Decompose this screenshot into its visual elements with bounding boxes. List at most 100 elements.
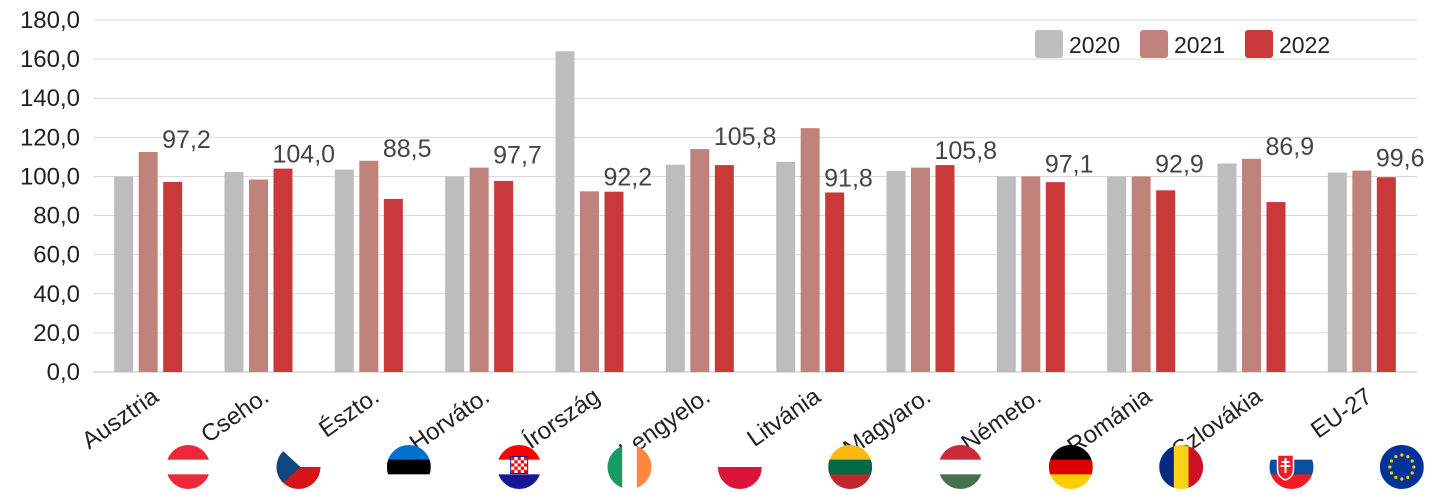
bar-2020	[555, 51, 575, 373]
bar-2020	[776, 161, 796, 372]
bar-2021	[690, 149, 710, 372]
y-tick-label: 40,0	[33, 281, 80, 308]
bar-2022	[273, 168, 293, 372]
bar-group	[996, 176, 1065, 372]
legend-label: 2022	[1279, 32, 1330, 58]
bar-2022	[604, 191, 624, 372]
data-label: 92,9	[1155, 150, 1204, 178]
bar-2021	[911, 167, 930, 372]
x-tick-label: Németo.	[956, 383, 1046, 457]
bar-2022	[163, 181, 183, 372]
data-label: 92,2	[604, 164, 653, 192]
flag-czechia-icon	[276, 445, 321, 489]
bar-2022	[1376, 177, 1396, 372]
bar-2020	[886, 170, 906, 372]
bar-2021	[249, 179, 268, 372]
flag-ireland-icon	[607, 445, 652, 489]
bar-2021	[1131, 176, 1151, 372]
y-tick-label: 80,0	[33, 203, 80, 230]
bar-2021	[1352, 170, 1372, 372]
flag-croatia-icon	[497, 445, 542, 489]
flag-romania-icon	[1159, 445, 1204, 489]
bar-group	[886, 165, 955, 372]
gridlines	[93, 19, 1417, 373]
y-tick-label: 100,0	[20, 163, 80, 190]
legend-swatch	[1035, 30, 1063, 58]
flag-hungary-icon	[938, 445, 983, 489]
bar-2022	[383, 198, 403, 372]
bar-group	[445, 167, 514, 372]
bar-group	[776, 128, 845, 372]
y-tick-label: 0,0	[47, 359, 80, 386]
legend-item-2021: 2021	[1140, 30, 1225, 58]
legend-label: 2021	[1174, 32, 1225, 58]
x-tick-label: EU-27	[1306, 383, 1377, 444]
bars	[114, 51, 1396, 373]
data-label: 104,0	[273, 141, 336, 169]
bar-2021	[469, 167, 489, 372]
bar-group	[334, 160, 403, 372]
flag-germany-icon	[1048, 445, 1093, 489]
bar-2021	[800, 128, 820, 372]
bar-group	[1327, 170, 1396, 372]
bar-2021	[1242, 158, 1261, 372]
bar-2022	[714, 165, 734, 372]
legend-label: 2020	[1069, 32, 1120, 58]
bar-group	[224, 168, 293, 372]
flag-slovakia-icon	[1269, 445, 1314, 489]
data-label: 97,2	[162, 126, 211, 154]
bar-2021	[580, 191, 599, 372]
y-tick-label: 180,0	[20, 7, 80, 34]
bar-group	[555, 51, 624, 373]
bar-2022	[494, 180, 514, 372]
bar-2021	[138, 152, 158, 372]
bar-2022	[825, 192, 845, 372]
bar-2021	[359, 160, 379, 372]
legend-item-2022: 2022	[1245, 30, 1330, 58]
y-axis: 0,0 20,0 40,0 60,0 80,0 100,0 120,0 140,0 160,0 1…	[20, 7, 80, 386]
x-tick-label: Litvánia	[742, 382, 826, 452]
bar-2020	[445, 176, 465, 372]
bar-2020	[334, 169, 354, 372]
flag-lithuania-icon	[828, 445, 873, 489]
bar-2022	[1045, 182, 1065, 372]
bar-group	[1217, 158, 1286, 372]
flag-poland-icon	[717, 445, 762, 489]
bar-2022	[1266, 202, 1286, 372]
x-tick-label: Észto.	[314, 383, 384, 443]
data-label: 97,7	[493, 142, 542, 170]
bar-2020	[1327, 172, 1347, 372]
bar-2020	[1107, 176, 1127, 372]
bar-2020	[996, 176, 1016, 372]
bar-2022	[1156, 190, 1176, 372]
bar-2020	[665, 164, 685, 372]
legend-swatch	[1245, 30, 1273, 58]
x-tick-label: Cseho.	[196, 383, 274, 449]
data-label: 91,8	[824, 164, 873, 192]
y-tick-label: 140,0	[20, 85, 80, 112]
bar-2020	[114, 176, 134, 372]
y-tick-label: 120,0	[20, 124, 80, 151]
y-tick-label: 160,0	[20, 46, 80, 73]
x-tick-label: Horváto.	[405, 383, 495, 457]
bar-group	[1107, 176, 1176, 372]
flag-eu-icon	[1379, 445, 1424, 489]
data-label: 86,9	[1266, 133, 1315, 161]
bar-2021	[1021, 176, 1041, 372]
bar-2022	[935, 165, 955, 372]
data-label: 99,6	[1376, 145, 1425, 173]
data-label: 97,1	[1045, 150, 1094, 178]
flags	[166, 445, 1424, 489]
x-tick-label: Ausztria	[77, 382, 164, 454]
data-label: 88,5	[383, 135, 432, 163]
x-tick-label: Írország	[518, 383, 605, 455]
data-labels: 97,2 104,0 88,5 97,7 92,2 105,8 91,8 105,8 97,1 9…	[162, 123, 1424, 192]
flag-austria-icon	[166, 445, 211, 489]
bar-group	[114, 152, 183, 372]
y-tick-label: 20,0	[33, 320, 80, 347]
flag-estonia-icon	[386, 445, 431, 489]
bar-2020	[1217, 163, 1237, 372]
bar-2020	[224, 171, 244, 372]
legend-swatch	[1140, 30, 1168, 58]
